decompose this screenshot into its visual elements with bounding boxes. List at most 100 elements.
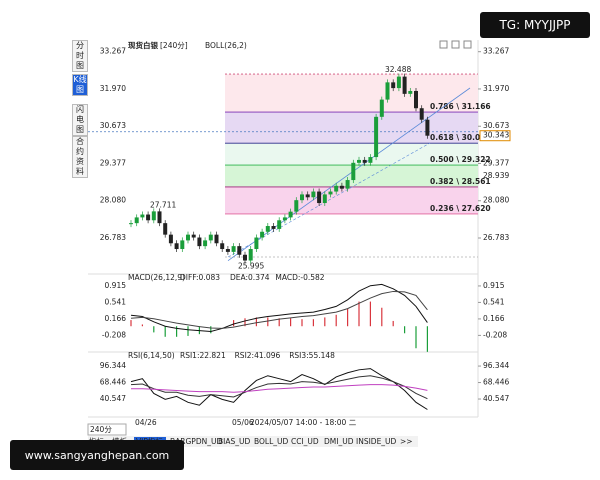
sidebar-button[interactable]: 闪电图 [72, 104, 88, 136]
candle [203, 240, 208, 247]
y2-tick-label: 33.267 [483, 47, 509, 56]
icon[interactable] [439, 40, 448, 49]
macd-bar [255, 317, 257, 327]
candle [225, 249, 230, 252]
indicator-label: BOLL(26,2) [205, 41, 247, 50]
candle [180, 240, 185, 250]
y-tick-label: 0.915 [105, 281, 127, 290]
candle [248, 249, 253, 261]
tab[interactable]: INSIDE_UD [356, 437, 397, 446]
date-label: 05/06 [232, 418, 254, 427]
date-label: 04/26 [135, 418, 157, 427]
macd-bar [369, 301, 371, 327]
tab[interactable]: DMI_UD [324, 437, 354, 446]
footer-watermark: www.sangyanghepan.com [10, 440, 184, 470]
candle [385, 82, 390, 100]
candle [134, 217, 139, 224]
toolbar-icons [439, 40, 472, 49]
tab[interactable]: BARGPDN_UD [170, 437, 222, 446]
fib-zone [225, 143, 478, 166]
indicator-readout: RSI1:22.821 [180, 351, 226, 360]
macd-bar [187, 326, 189, 336]
extreme-label: 27.711 [150, 200, 176, 209]
indicator-line [130, 375, 428, 400]
trend-line [227, 142, 431, 258]
candle [334, 185, 339, 192]
candle [146, 214, 151, 221]
y2-tick-label: 26.783 [483, 233, 509, 242]
macd-bar [210, 326, 212, 334]
candle [186, 234, 190, 241]
indicator-line [130, 283, 428, 333]
y2-tick-label: 0.541 [483, 297, 505, 306]
candle [396, 76, 401, 89]
fib-label: 32.488 [385, 65, 411, 74]
date-label: 2024/05/07 14:00 - 18:00 二 [250, 418, 357, 427]
fib-label: 0.618 \ 30.083 [430, 133, 491, 142]
tab[interactable]: BOLL_UD [254, 437, 289, 446]
chart-title: 现货白银 [128, 40, 158, 50]
candle [339, 185, 344, 189]
candle [243, 254, 247, 261]
y2-tick-label: 96.344 [483, 361, 509, 370]
tab[interactable]: CCI_UD [291, 437, 319, 446]
candle [265, 226, 270, 232]
candle [322, 194, 327, 204]
y2-tick-label: -0.208 [483, 330, 507, 339]
sidebar-button[interactable]: 分时图 [72, 40, 88, 72]
macd-bar [301, 319, 303, 327]
sidebar-button[interactable]: 合约资料 [72, 136, 88, 178]
trend-line [227, 87, 471, 261]
indicator-line [131, 384, 428, 393]
candle [168, 234, 173, 244]
macd-bar [130, 320, 132, 327]
fib-label: 0.786 \ 31.166 [430, 102, 491, 111]
candle [140, 214, 145, 218]
candle [197, 237, 202, 247]
macd-bar [312, 319, 314, 327]
watermark: TG: MYYJJPP [480, 12, 590, 38]
period-select[interactable]: 240分 [90, 425, 112, 434]
y-tick-label: 28.080 [100, 196, 126, 205]
sidebar-button[interactable]: K线图 [72, 74, 88, 96]
y2-tick-label: 0.166 [483, 314, 505, 323]
candle [328, 191, 333, 195]
candle [220, 243, 225, 250]
period-label: [240分] [160, 41, 188, 50]
indicator-label: RSI(6,14,50) [128, 351, 175, 360]
fib-zone [225, 186, 478, 214]
indicator-line [130, 290, 428, 329]
indicator-readout: RSI3:55.148 [289, 351, 335, 360]
macd-bar [381, 307, 383, 327]
y-tick-label: 40.547 [100, 394, 126, 403]
icon[interactable] [463, 40, 472, 49]
macd-bar [415, 326, 417, 349]
candle [419, 108, 424, 120]
tab[interactable]: BIAS_UD [218, 437, 250, 446]
y2-tick-label: 30.673 [483, 121, 509, 130]
indicator-line [130, 368, 428, 410]
candle [362, 159, 367, 163]
candle [163, 223, 168, 235]
icon[interactable] [451, 40, 460, 49]
candle [357, 159, 361, 163]
candle [271, 226, 276, 229]
macd-bar [244, 318, 246, 327]
macd-bar [153, 326, 155, 333]
candle [317, 191, 322, 204]
macd-bar [392, 320, 394, 327]
candle [294, 200, 299, 212]
y2-tick-label: 0.915 [483, 281, 505, 290]
period-box[interactable] [87, 423, 127, 436]
y-tick-label: 30.673 [100, 121, 126, 130]
candle [174, 243, 179, 250]
macd-bar [233, 320, 235, 327]
macd-bar [278, 318, 280, 327]
candle [191, 234, 196, 238]
candle [374, 116, 379, 158]
tab[interactable]: >> [400, 437, 413, 446]
candle [157, 211, 162, 224]
y-tick-label: -0.208 [102, 330, 126, 339]
